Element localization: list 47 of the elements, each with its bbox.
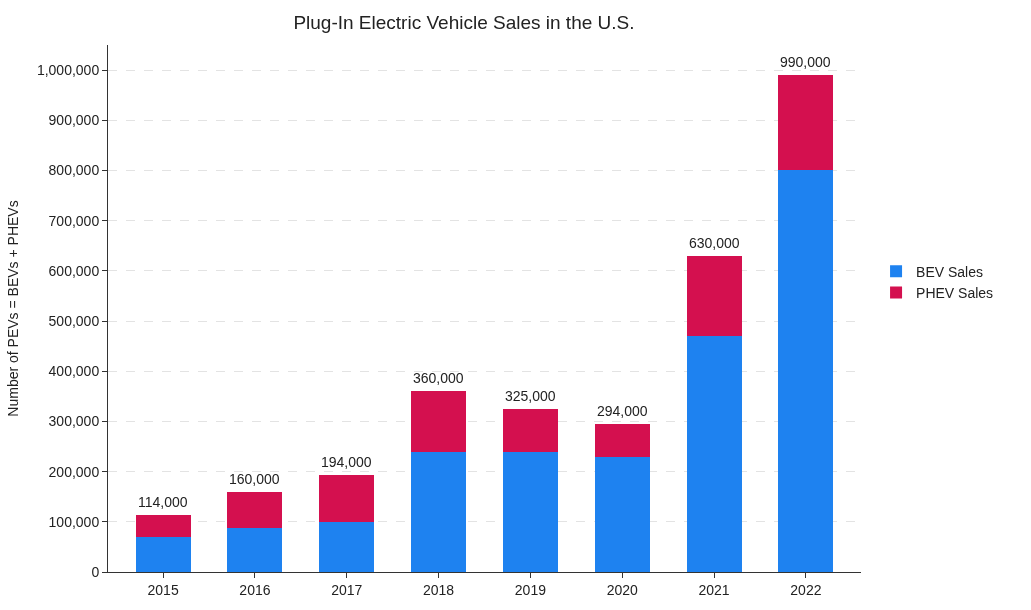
y-tick-label: 900,000 [48,112,100,129]
bar [502,408,558,452]
x-tick-label: 2022 [790,581,822,598]
total-label: 630,000 [689,235,740,251]
total-label: 990,000 [780,54,831,70]
x-tick-label: 2017 [331,581,363,598]
bar [594,456,650,572]
y-tick-label: 300,000 [48,413,100,430]
y-tick-label: 200,000 [48,463,100,480]
total-label: 194,000 [321,454,372,470]
bar [594,424,650,457]
legend-label: BEV Sales [916,263,983,280]
bar [135,536,191,572]
total-label: 294,000 [597,403,648,419]
legend-label: PHEV Sales [916,284,994,301]
bar [686,255,742,337]
bar [778,75,834,171]
total-label: 114,000 [138,494,188,510]
bar [135,514,191,537]
y-axis-title: Number of PEVs = BEVs + PHEVs [4,200,21,417]
y-tick-label: 500,000 [48,312,100,329]
y-tick-label: 1,000,000 [36,62,100,78]
x-tick-label: 2016 [239,581,271,598]
x-tick-label: 2018 [423,581,455,598]
chart-title: Plug-In Electric Vehicle Sales in the U.S. [293,11,635,33]
total-label: 325,000 [505,388,556,404]
y-tick-label: 400,000 [48,363,100,380]
y-tick-label: 600,000 [48,262,100,279]
x-tick-label: 2020 [606,581,639,598]
bar [227,528,283,572]
total-label: 360,000 [413,370,464,386]
bar [411,391,467,452]
y-tick-label: 100,000 [48,513,100,530]
total-label: 160,000 [229,471,280,487]
y-tick-label: 700,000 [48,212,100,229]
x-tick-label: 2019 [514,581,547,598]
y-tick-label: 800,000 [48,162,100,179]
x-tick-label: 2015 [147,581,179,598]
bar [319,522,375,572]
bar [778,170,834,572]
x-tick-label: 2021 [698,581,730,598]
bar [227,491,283,529]
bar [319,474,375,523]
bar [686,336,742,572]
bar [411,451,467,572]
y-tick-label: 0 [91,563,100,580]
bar [502,451,558,572]
